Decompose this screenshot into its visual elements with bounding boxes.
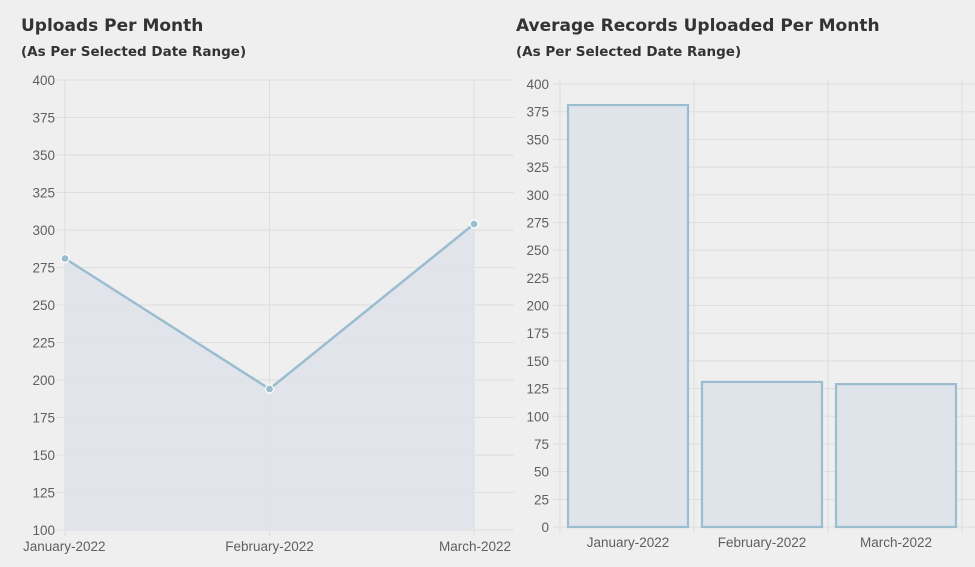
y-tick-label: 125 <box>32 486 55 501</box>
y-tick-label: 400 <box>32 73 55 88</box>
y-tick-label: 250 <box>526 243 549 258</box>
x-tick-label: January-2022 <box>23 539 106 554</box>
average-records-panel: Average Records Uploaded Per Month (As P… <box>515 0 975 567</box>
y-tick-label: 275 <box>526 215 549 230</box>
y-tick-label: 300 <box>526 188 549 203</box>
y-tick-label: 150 <box>32 448 55 463</box>
y-tick-label: 325 <box>526 160 549 175</box>
x-tick-label: February-2022 <box>225 539 314 554</box>
average-records-bar <box>700 380 824 529</box>
y-tick-label: 350 <box>526 132 549 147</box>
uploads-data-point <box>469 219 479 229</box>
y-tick-label: 250 <box>32 298 55 313</box>
x-tick-label: February-2022 <box>718 535 807 550</box>
uploads-data-point <box>60 253 70 264</box>
y-tick-label: 75 <box>534 437 549 452</box>
y-tick-label: 400 <box>526 77 549 92</box>
x-tick-label: March-2022 <box>439 539 511 554</box>
y-tick-label: 225 <box>526 271 549 286</box>
y-tick-label: 100 <box>32 523 55 538</box>
uploads-area-fill <box>65 224 474 530</box>
y-tick-label: 100 <box>526 409 549 424</box>
y-tick-label: 0 <box>541 520 549 535</box>
y-tick-label: 175 <box>32 411 55 426</box>
y-tick-label: 150 <box>526 354 549 369</box>
bar-chart-title: Average Records Uploaded Per Month <box>516 16 880 36</box>
y-tick-label: 275 <box>32 261 55 276</box>
y-tick-label: 200 <box>526 299 549 314</box>
y-tick-label: 125 <box>526 382 549 397</box>
y-tick-label: 350 <box>32 148 55 163</box>
y-tick-label: 300 <box>32 223 55 238</box>
y-tick-label: 50 <box>534 465 549 480</box>
average-records-bar <box>834 383 958 529</box>
y-tick-label: 375 <box>526 105 549 120</box>
x-tick-label: January-2022 <box>587 535 670 550</box>
x-tick-label: March-2022 <box>860 535 932 550</box>
y-tick-label: 225 <box>32 336 55 351</box>
average-records-bar-chart: 4003753503253002752502252001751501251007… <box>526 77 975 550</box>
y-tick-label: 375 <box>32 111 55 126</box>
bar-chart-subtitle: (As Per Selected Date Range) <box>516 44 742 60</box>
average-records-bar <box>566 103 690 529</box>
y-tick-label: 25 <box>534 492 549 507</box>
y-tick-label: 200 <box>32 373 55 388</box>
y-tick-label: 325 <box>32 186 55 201</box>
y-tick-label: 175 <box>526 326 549 341</box>
line-chart-subtitle: (As Per Selected Date Range) <box>21 44 247 60</box>
uploads-data-point <box>264 384 275 394</box>
uploads-line-chart: 400 375 350 325 300 275 250 225 200 175 150 125 100J… <box>23 73 514 554</box>
line-chart-title: Uploads Per Month <box>21 16 204 36</box>
uploads-per-month-panel: Uploads Per Month (As Per Selected Date … <box>21 16 514 554</box>
